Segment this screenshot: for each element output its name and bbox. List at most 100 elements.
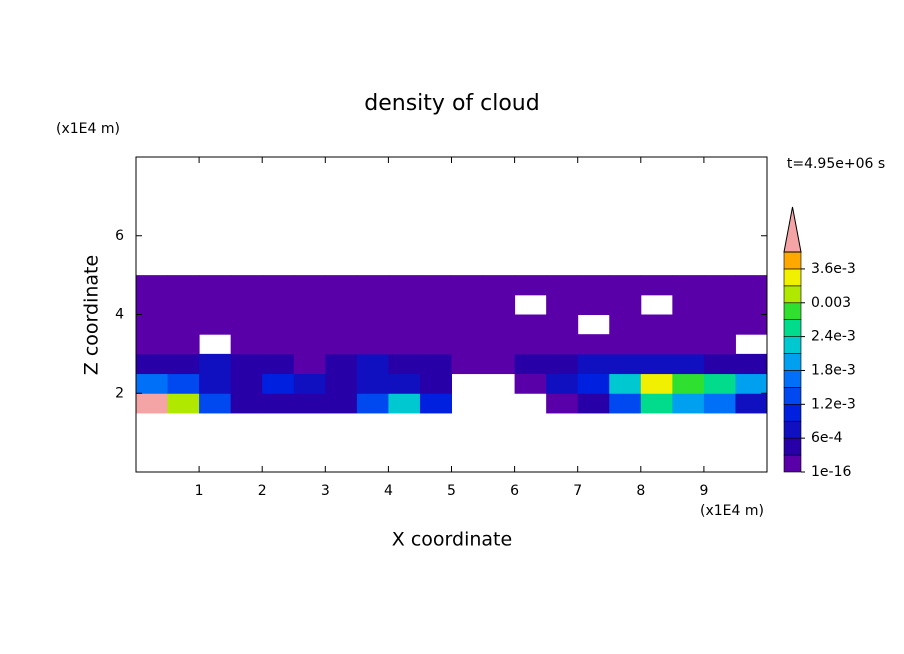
- contour-cell: [419, 334, 452, 355]
- contour-cell: [230, 393, 263, 414]
- contour-cell: [167, 353, 200, 375]
- contour-cell: [136, 275, 169, 296]
- contour-cell: [483, 314, 516, 335]
- contour-cell: [262, 373, 295, 394]
- contour-cell: [230, 294, 263, 315]
- contour-cell: [451, 353, 484, 375]
- colorbar-level: [783, 437, 802, 456]
- contour-cell: [640, 353, 673, 375]
- contour-cell: [735, 373, 768, 394]
- contour-cell: [514, 334, 547, 355]
- contour-cell: [609, 314, 642, 335]
- contour-cell: [609, 275, 642, 296]
- contour-cell: [230, 353, 263, 375]
- contour-cell: [577, 373, 610, 394]
- contour-cell: [388, 294, 421, 315]
- contour-cell: [672, 353, 705, 375]
- time-annotation: t=4.95e+06 s: [787, 156, 885, 172]
- contour-cell: [735, 314, 768, 335]
- colorbar-level: [783, 251, 802, 270]
- contour-cell: [703, 353, 736, 375]
- contour-cell: [325, 373, 358, 394]
- x-tick-label: 9: [699, 483, 708, 499]
- colorbar-over: [783, 206, 802, 253]
- contour-cell: [419, 373, 452, 394]
- colorbar-level: [783, 370, 802, 388]
- x-tick-label: 3: [321, 483, 330, 499]
- contour-cell: [546, 314, 579, 335]
- contour-cell: [199, 314, 232, 335]
- contour-cell: [483, 275, 516, 296]
- contour-cell: [136, 294, 169, 315]
- contour-cell: [199, 294, 232, 315]
- contour-cell: [388, 275, 421, 296]
- contour-cell: [640, 314, 673, 335]
- x-tick-label: 7: [573, 483, 582, 499]
- contour-cell: [577, 275, 610, 296]
- contour-cell: [419, 294, 452, 315]
- contour-cell: [388, 393, 421, 414]
- contour-cell: [703, 275, 736, 296]
- contour-cell: [167, 294, 200, 315]
- contour-cell: [262, 334, 295, 355]
- contour-cell: [514, 373, 547, 394]
- contour-cell: [167, 334, 200, 355]
- contour-cell: [483, 334, 516, 355]
- contour-cell: [735, 294, 768, 315]
- contour-cell: [640, 334, 673, 355]
- contour-cell: [609, 334, 642, 355]
- contour-cell: [483, 353, 516, 375]
- colorbar-tick-label: 2.4e-3: [811, 329, 856, 345]
- contour-cell: [672, 314, 705, 335]
- contour-cell: [577, 334, 610, 355]
- contour-cell: [325, 353, 358, 375]
- colorbar-tick-label: 3.6e-3: [811, 261, 856, 277]
- contour-cell: [293, 294, 326, 315]
- contour-cell: [735, 275, 768, 296]
- contour-cell: [293, 334, 326, 355]
- contour-cell: [451, 294, 484, 315]
- x-tick-label: 6: [510, 483, 519, 499]
- contour-cell: [735, 353, 768, 375]
- contour-cell: [577, 294, 610, 315]
- contour-cell: [672, 334, 705, 355]
- colorbar-tick-label: 1.8e-3: [811, 362, 856, 378]
- contour-cell: [356, 294, 389, 315]
- colorbar-level: [783, 319, 802, 337]
- contour-cell: [356, 393, 389, 414]
- contour-cell: [451, 275, 484, 296]
- y-unit: (x1E4 m): [56, 121, 120, 137]
- contour-cell: [609, 294, 642, 315]
- contour-cell: [609, 393, 642, 414]
- contour-cell: [672, 275, 705, 296]
- contour-cell: [546, 334, 579, 355]
- contour-cell: [199, 393, 232, 414]
- contour-cell: [703, 373, 736, 394]
- contour-cell: [325, 334, 358, 355]
- contour-cell: [546, 294, 579, 315]
- colorbar-level: [783, 404, 802, 422]
- contour-cell: [451, 334, 484, 355]
- contour-cell: [199, 373, 232, 394]
- colorbar-level: [783, 302, 802, 320]
- contour-cell: [672, 373, 705, 394]
- colorbar-tick-label: 1e-16: [811, 464, 851, 480]
- contour-cell: [546, 373, 579, 394]
- colorbar-level: [783, 353, 802, 371]
- contour-cell: [199, 275, 232, 296]
- contour-cell: [325, 294, 358, 315]
- colorbar-level: [783, 285, 802, 304]
- contour-cell: [293, 373, 326, 394]
- contour-cell: [514, 353, 547, 375]
- x-axis-label: X coordinate: [392, 529, 512, 551]
- contour-cell: [230, 275, 263, 296]
- contour-cell: [419, 393, 452, 414]
- x-unit: (x1E4 m): [700, 503, 764, 519]
- contour-cell: [577, 393, 610, 414]
- contour-cell: [262, 314, 295, 335]
- contour-cell: [609, 373, 642, 394]
- contour-cell: [262, 275, 295, 296]
- x-tick-label: 2: [258, 483, 267, 499]
- colorbar-level: [783, 268, 802, 287]
